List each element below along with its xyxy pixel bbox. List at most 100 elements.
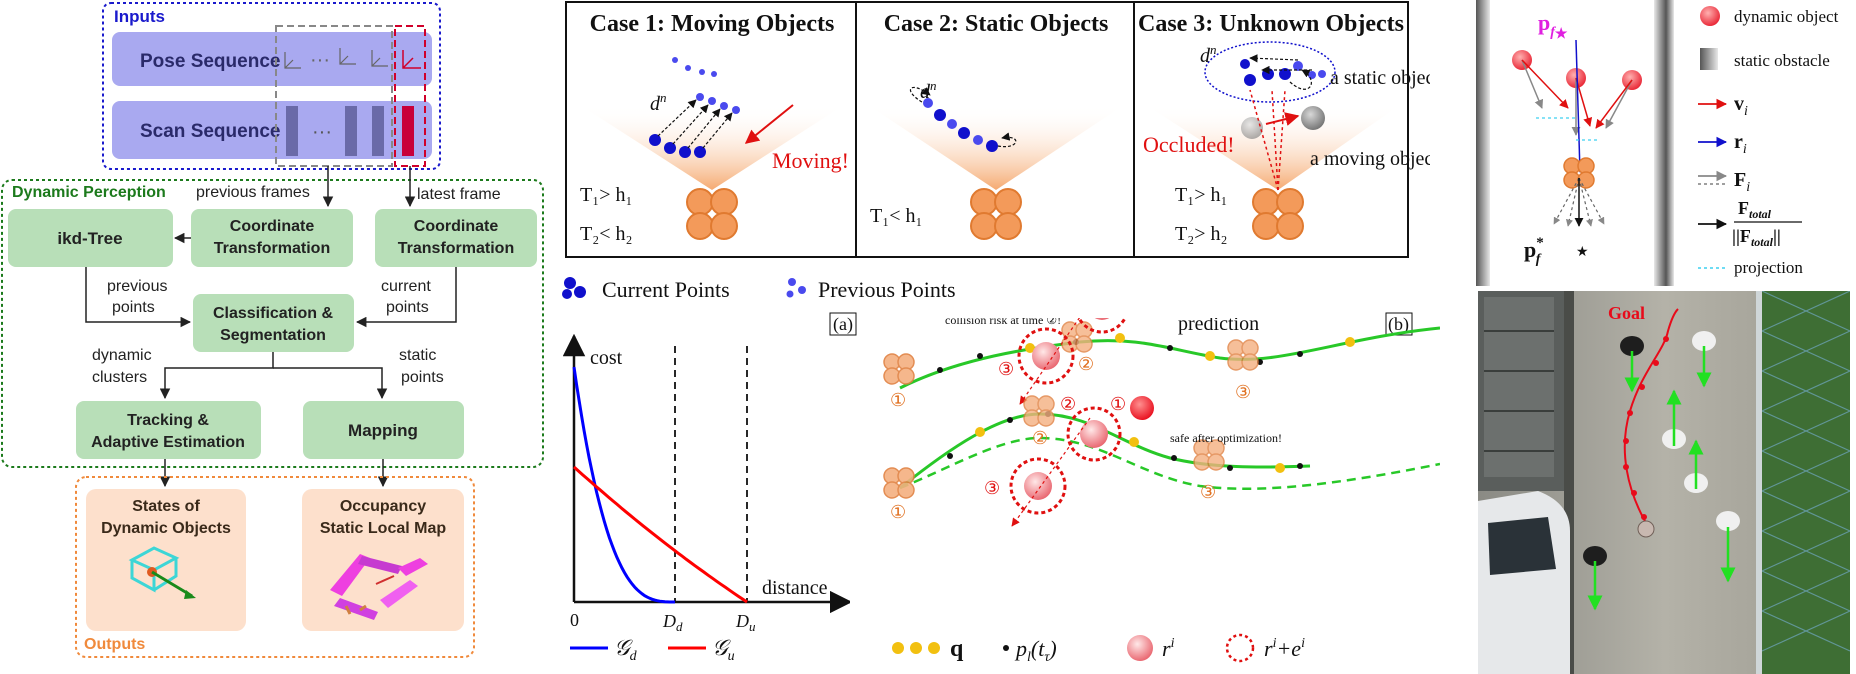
wall-left: [1476, 0, 1490, 286]
classification-line2: Segmentation: [220, 327, 326, 344]
gu-curve: [572, 465, 748, 604]
case3-static-label: a static object: [1330, 67, 1430, 89]
occupancy-line2: Static Local Map: [320, 520, 446, 537]
static-map-icon: [330, 554, 428, 620]
outputs-container: [75, 476, 475, 658]
cases-panel: Case 1: Moving Objects Case 2: Static Ob…: [562, 1, 1430, 336]
legend-v-label: vi: [1734, 93, 1748, 119]
bottom-c2-ball: ②: [1060, 394, 1076, 414]
states-line2: Dynamic Objects: [101, 520, 231, 537]
panel-b-label: (b): [1388, 314, 1409, 335]
tracking-line2: Adaptive Estimation: [91, 434, 245, 451]
pose-sequence-label: Pose Sequence: [140, 51, 280, 72]
tracking-box: [76, 401, 261, 459]
legend-gu-label: 𝒢u: [712, 635, 735, 660]
top-c1: ①: [890, 390, 906, 410]
legend-Ftotal-den: ||Ftotal||: [1732, 226, 1781, 249]
classification-line1: Classification &: [213, 305, 333, 322]
mapping-box: [303, 401, 464, 459]
prediction-label: prediction: [1178, 318, 1259, 335]
bottom-obstacle-1: [1130, 396, 1154, 420]
coord-transform-latest-line1: Coordinate: [414, 218, 499, 235]
legend-current-points: Current Points: [602, 277, 730, 302]
dynamic-object-cube-icon: [128, 546, 196, 599]
previous-frames-label: previous frames: [196, 184, 310, 201]
photo-velocity-arrows: [1587, 346, 1736, 611]
pose-sequence-box: [112, 32, 432, 86]
classification-box: [193, 294, 354, 352]
legend-projection-label: projection: [1734, 258, 1803, 277]
legend-previous-points: Previous Points: [818, 277, 956, 302]
cost-ylabel: cost: [590, 347, 623, 369]
case3-moving-label: a moving object: [1310, 148, 1430, 170]
case1-displacement-arrows: [657, 99, 733, 149]
legend-current-points-icon: [562, 277, 586, 299]
legend-q-label: q: [950, 636, 964, 662]
photo-greenery: [1760, 291, 1850, 674]
case3-dn: dn: [1200, 42, 1217, 67]
trajectory-before: [899, 326, 1440, 390]
coord-transform-prev-box: [191, 209, 353, 267]
top-c2-robot: ②: [1078, 354, 1094, 374]
cost-chart: cost distance 0 Dd Du 𝒢d 𝒢u: [562, 333, 850, 660]
scan-dots: ···: [312, 121, 332, 143]
case1-moving-label: Moving!: [772, 148, 849, 173]
outputs-label: Outputs: [84, 636, 145, 653]
scan-bar-1: [286, 106, 298, 156]
coord-transform-prev-line2: Transformation: [214, 240, 330, 257]
top-c3-robot: ③: [1235, 382, 1251, 402]
legend-pl-label: pl(tτ): [1014, 636, 1057, 665]
bottom-obstacle-2-ring: [1066, 406, 1122, 462]
coord-transform-latest-line2: Transformation: [398, 240, 514, 257]
pf-opt-star: ★: [1576, 245, 1589, 260]
scan-sequence-label: Scan Sequence: [140, 121, 280, 142]
photo-people: [1583, 331, 1740, 566]
bottom-c3-robot: ③: [1200, 482, 1216, 502]
dynamic-perception-container: [1, 179, 544, 468]
static-points-line1: static: [399, 347, 436, 364]
case1-robot-icon: [686, 188, 738, 240]
wall-right: [1654, 0, 1674, 286]
panel-a-label: (a): [833, 314, 853, 335]
legend-dynamic-ball: [1700, 6, 1720, 26]
legend-q-dots: [892, 642, 940, 654]
top-robot-end: [1227, 339, 1259, 371]
case2-title: Case 2: Static Objects: [884, 11, 1109, 37]
case1-title: Case 1: Moving Objects: [590, 11, 835, 37]
collision-risk-label: collision risk at time ②!: [945, 318, 1061, 327]
case3-occluded-label: Occluded!: [1143, 132, 1235, 157]
case3-title: Case 3: Unknown Objects: [1138, 11, 1404, 37]
safe-after-label: safe after optimization!: [1170, 431, 1282, 445]
latest-frame-bracket: [394, 25, 426, 167]
case3-cond2: T₂> h₂: [1175, 223, 1227, 245]
photo-robot: [1637, 520, 1655, 538]
scan-bar-3: [372, 106, 384, 156]
du-label: Du: [735, 611, 756, 634]
case3-occluded-object: [1241, 117, 1263, 139]
legend-r-label: ri: [1734, 131, 1747, 157]
top-robot-start: [883, 353, 915, 385]
inputs-label: Inputs: [114, 7, 165, 26]
previous-frames-bracket: [275, 25, 393, 167]
pose-axes-icons: [284, 48, 388, 69]
photo-goal-label: Goal: [1608, 303, 1645, 323]
scan-bar-latest: [402, 106, 414, 156]
case3-points: [1240, 59, 1326, 86]
case2-dn: dn: [920, 78, 937, 103]
tracking-line1: Tracking &: [127, 412, 209, 429]
case1-current-points: [649, 134, 706, 158]
case2-loop-arrow-2: [997, 132, 1017, 148]
mapping-label: Mapping: [348, 421, 418, 440]
dynamic-clusters-line1: dynamic: [92, 347, 152, 364]
coord-transform-latest-box: [375, 209, 537, 267]
pose-dots: ···: [310, 49, 330, 71]
photo-planned-path: [1623, 308, 1679, 524]
photo-path-points: [1623, 336, 1669, 520]
pipeline-flow-diagram: Inputs Pose Sequence Scan Sequence ··· ·…: [1, 2, 544, 658]
previous-points-line2: points: [112, 299, 155, 316]
occupancy-line1: Occupancy: [340, 498, 426, 515]
bottom-obstacle-3-ring: [1009, 457, 1067, 515]
case3-moving-object: [1301, 106, 1325, 130]
bottom-c3-ball: ③: [984, 478, 1000, 498]
case-box-1: [565, 1, 1409, 258]
